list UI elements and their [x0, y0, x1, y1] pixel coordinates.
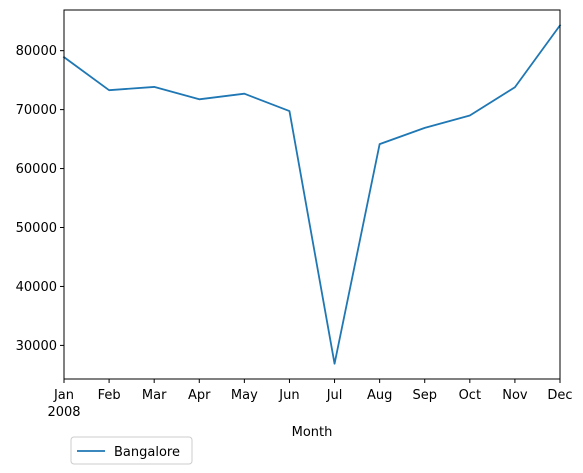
x-tick-label: Aug: [367, 388, 392, 403]
x-axis-ticks: Jan Feb Mar Apr May Jun Jul Aug Sep Oct Nov Dec: [53, 379, 573, 403]
x-tick-label: Apr: [188, 388, 211, 403]
x-axis-title: Month: [292, 425, 333, 440]
x-tick-label: Jan: [53, 388, 74, 403]
x-tick-label: Nov: [502, 388, 528, 403]
plot-area: [64, 10, 560, 379]
x-tick-label: Dec: [547, 388, 572, 403]
y-axis-ticks: 30000 40000 50000 60000 70000 80000: [16, 44, 64, 354]
y-tick-label: 80000: [16, 44, 57, 59]
y-tick-label: 50000: [16, 221, 57, 236]
plot-frame: [63, 9, 561, 380]
legend: Bangalore: [70, 436, 193, 465]
y-tick-label: 30000: [16, 339, 57, 354]
legend-label-bangalore: Bangalore: [114, 445, 180, 460]
x-tick-label: May: [231, 388, 258, 403]
y-tick-label: 60000: [16, 162, 57, 177]
y-tick-label: 40000: [16, 280, 57, 295]
x-tick-label: Oct: [459, 388, 481, 403]
legend-frame: [70, 436, 193, 465]
x-tick-label: Sep: [412, 388, 437, 403]
x-axis-year-label: 2008: [47, 405, 80, 420]
series-line-bangalore: [62, 24, 562, 365]
x-tick-label: Mar: [142, 388, 167, 403]
y-tick-label: 70000: [16, 103, 57, 118]
x-tick-label: Feb: [98, 388, 121, 403]
x-tick-label: Jun: [278, 388, 299, 403]
series-group: [62, 24, 562, 365]
x-tick-label: Jul: [326, 388, 343, 403]
